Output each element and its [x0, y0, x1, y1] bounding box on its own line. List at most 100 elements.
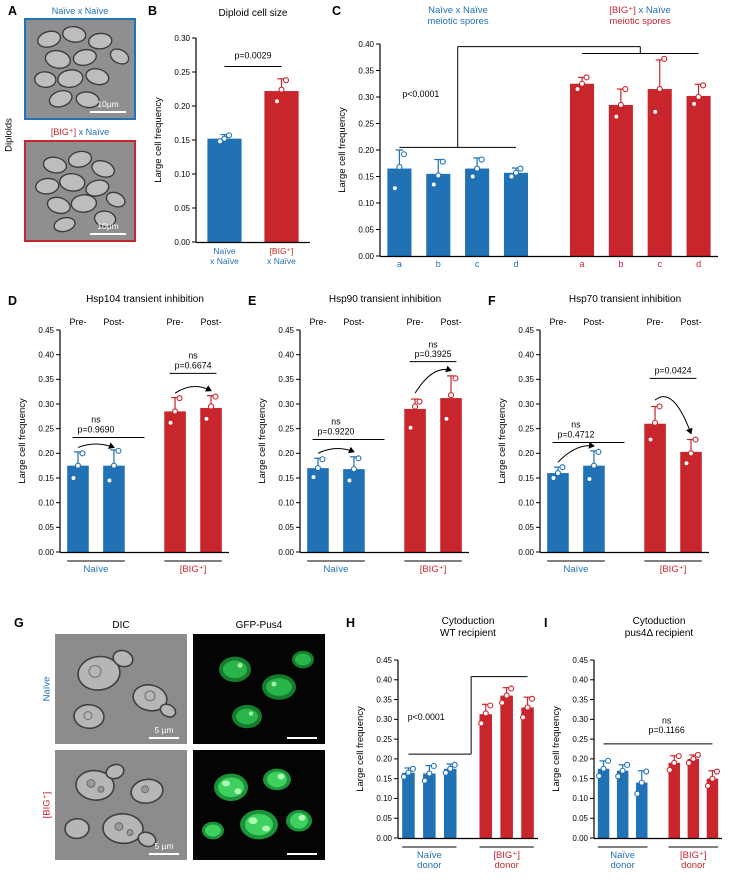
svg-text:0.05: 0.05	[38, 523, 54, 532]
bar	[307, 468, 329, 552]
svg-text:0.40: 0.40	[38, 350, 54, 359]
data-point	[409, 765, 416, 772]
svg-text:Naïve: Naïve	[610, 850, 635, 861]
data-point	[106, 477, 113, 484]
svg-text:Pre-: Pre-	[647, 317, 664, 327]
bar	[67, 465, 89, 552]
data-point	[690, 755, 697, 762]
scale-bar-line	[90, 232, 126, 235]
data-point	[79, 450, 86, 457]
svg-text:a: a	[397, 259, 402, 269]
svg-text:0.30: 0.30	[376, 715, 392, 724]
svg-text:0.20: 0.20	[358, 146, 374, 155]
data-point	[596, 772, 603, 779]
bar	[608, 104, 633, 256]
yeast-cells-dic-image	[26, 20, 134, 118]
scale-bar: 5 µm	[149, 726, 179, 739]
chart-hsp104-inhibition: 0.00 0.05 0.10 0.15 0.20 0.25 0.30 0.35 0.40 0.45…	[14, 310, 239, 588]
data-point	[225, 132, 233, 139]
svg-text:p=0.4712: p=0.4712	[557, 430, 594, 440]
panel-h-title: Cytoduction WT recipient	[398, 616, 538, 640]
panel-b-label: B	[148, 4, 158, 18]
data-point	[638, 779, 645, 786]
svg-text:c: c	[475, 259, 480, 269]
svg-text:c: c	[657, 259, 662, 269]
data-point	[554, 470, 562, 477]
data-point	[478, 156, 485, 163]
svg-text:0.00: 0.00	[518, 548, 534, 557]
data-point	[499, 699, 506, 706]
data-point	[172, 408, 179, 415]
svg-text:donor: donor	[495, 860, 519, 871]
micrograph-dic-big: 5 µm	[55, 750, 187, 860]
svg-text:0.15: 0.15	[174, 136, 190, 145]
bar	[687, 758, 700, 838]
data-point	[656, 85, 663, 93]
data-point	[666, 766, 673, 774]
bar-chart-F: 0.00 0.05 0.10 0.15 0.20 0.25 0.30 0.35 0.40 0.45…	[497, 317, 709, 575]
bar	[503, 172, 529, 256]
data-point	[319, 456, 326, 463]
svg-text:0.15: 0.15	[572, 774, 588, 783]
yeast-cells-gfp-image	[193, 634, 325, 744]
data-point	[221, 135, 228, 142]
data-point	[600, 765, 607, 772]
bar-chart-D: 0.00 0.05 0.10 0.15 0.20 0.25 0.30 0.35 0.40 0.45…	[17, 317, 229, 575]
data-point	[559, 464, 566, 471]
data-point	[391, 185, 398, 192]
data-point	[435, 172, 442, 179]
header-line: Naïve x Naïve	[428, 5, 488, 16]
svg-text:0.35: 0.35	[376, 695, 392, 704]
svg-text:x Naïve: x Naïve	[210, 256, 239, 266]
bar	[680, 451, 702, 552]
panel-e-title: Hsp90 transient inhibition	[328, 294, 442, 305]
micrograph-gfp-big	[193, 750, 325, 860]
data-point	[695, 93, 702, 101]
svg-text:0.15: 0.15	[38, 474, 54, 483]
data-point	[442, 769, 449, 776]
bar	[402, 772, 415, 838]
svg-text:[BIG⁺]: [BIG⁺]	[680, 850, 707, 861]
scale-label: 5 µm	[154, 725, 174, 735]
data-point	[70, 474, 77, 482]
chart-cytoduction-pus4: 0.00 0.05 0.10 0.15 0.20 0.25 0.30 0.35 0.40 0.45…	[548, 648, 730, 876]
panel-g-row-label-big: [BIG⁺]	[41, 791, 53, 819]
data-point	[691, 100, 698, 107]
micrograph-gfp-naive	[193, 634, 325, 744]
bar	[500, 695, 513, 838]
svg-text:a: a	[580, 259, 585, 269]
data-point	[700, 82, 707, 89]
bar	[164, 411, 186, 552]
bar	[597, 768, 610, 838]
title-line: Cytoduction	[632, 616, 686, 627]
chart-diploid-cell-size: Naïve x Naïve [BIG⁺] x Naïve 0.00 0.05 0.10 0.1…	[150, 24, 322, 282]
data-point	[176, 395, 183, 402]
bar	[443, 768, 457, 838]
data-point	[430, 762, 437, 770]
svg-text:0.20: 0.20	[572, 755, 588, 764]
data-point	[622, 85, 629, 93]
svg-text:0.10: 0.10	[358, 199, 374, 208]
svg-text:p=0.3925: p=0.3925	[415, 349, 452, 359]
svg-text:0.40: 0.40	[376, 676, 392, 685]
data-point	[671, 759, 678, 766]
svg-text:0.35: 0.35	[572, 695, 588, 704]
data-point	[529, 695, 536, 702]
svg-text:0.25: 0.25	[518, 424, 534, 433]
panel-c-header-naive: Naïve x Naïve meiotic spores	[388, 5, 528, 27]
svg-text:d: d	[513, 259, 518, 269]
bar-chart-E: 0.00 0.05 0.10 0.15 0.20 0.25 0.30 0.35 0.40 0.45…	[257, 317, 469, 575]
data-point	[451, 761, 458, 768]
svg-text:Large cell frequency: Large cell frequency	[337, 107, 348, 193]
svg-text:0.45: 0.45	[518, 326, 534, 335]
data-point	[675, 753, 682, 760]
svg-text:Post-: Post-	[583, 317, 604, 327]
data-point	[443, 415, 450, 422]
panel-h-label: H	[346, 616, 356, 630]
bar	[668, 762, 680, 838]
svg-text:0.25: 0.25	[278, 424, 294, 433]
data-point	[619, 767, 626, 774]
svg-text:Naïve: Naïve	[324, 564, 349, 575]
